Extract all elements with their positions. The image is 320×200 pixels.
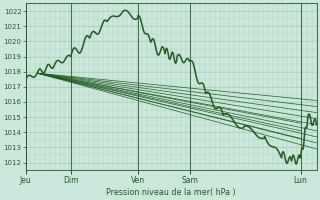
X-axis label: Pression niveau de la mer( hPa ): Pression niveau de la mer( hPa ) bbox=[106, 188, 236, 197]
